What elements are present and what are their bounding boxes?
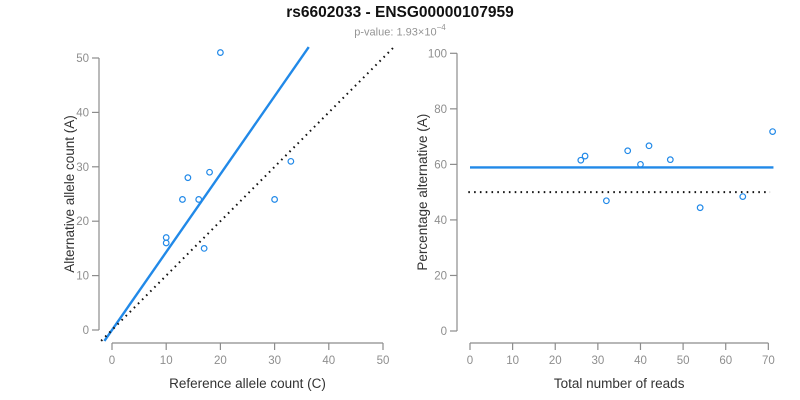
y-tick-label: 0 [441, 326, 447, 338]
x-tick-label: 40 [634, 355, 647, 367]
x-tick-label: 70 [762, 355, 775, 367]
data-point [271, 196, 279, 203]
x-tick-label: 30 [591, 355, 604, 367]
data-point [216, 49, 224, 56]
x-tick-label: 40 [322, 355, 335, 367]
pvalue-prefix: p-value: [354, 26, 397, 39]
data-point [200, 244, 208, 252]
y-tick-label: 30 [76, 162, 89, 174]
x-axis-title: Total number of reads [554, 376, 685, 391]
data-point [637, 160, 644, 168]
data-point [162, 239, 170, 247]
x-tick-label: 0 [467, 355, 473, 367]
data-point [206, 168, 213, 176]
data-point [162, 234, 170, 241]
figure-title: rs6602033 - ENSG00000107959 [286, 4, 514, 21]
y-tick-label: 0 [83, 325, 89, 337]
line-layer [100, 46, 395, 342]
x-tick-label: 20 [549, 355, 562, 367]
y-tick-label: 20 [434, 270, 447, 282]
x-tick-label: 10 [160, 355, 173, 367]
y-tick-label: 40 [76, 107, 89, 119]
data-point [696, 204, 704, 212]
pvalue-exponent: −4 [436, 23, 446, 32]
allele-counts-panel: 0 10 20 30 40 50 0 10 20 30 40 50 Reference allele c… [62, 46, 395, 391]
y-tick-label: 50 [76, 53, 89, 65]
y-tick-label: 100 [428, 48, 447, 60]
percentage-reads-panel: 0 20 40 60 80 100 0 10 20 30 40 50 60 70 Total number … [415, 48, 777, 391]
y-tick-label: 10 [76, 271, 89, 283]
times-symbol: × [417, 26, 425, 39]
data-point [184, 174, 192, 182]
data-point [195, 196, 203, 203]
data-point [666, 156, 674, 164]
x-tick-label: 50 [377, 355, 390, 367]
x-tick-label: 30 [268, 355, 281, 367]
line-layer [468, 166, 774, 194]
y-tick-label: 60 [434, 159, 447, 171]
y-axis-title: Alternative allele count (A) [62, 115, 77, 273]
data-point [624, 147, 632, 155]
x-tick-label: 0 [109, 355, 115, 367]
data-point [287, 157, 295, 165]
data-point [602, 197, 610, 205]
data-point [645, 142, 653, 150]
x-axis-title: Reference allele count (C) [169, 376, 326, 391]
data-point [581, 152, 589, 160]
y-tick-label: 80 [434, 104, 447, 116]
data-point [739, 193, 747, 200]
y-tick-label: 20 [76, 216, 89, 228]
pvalue-base: 10 [424, 26, 437, 39]
identity-line [100, 46, 395, 342]
data-point [577, 156, 585, 164]
x-tick-label: 20 [214, 355, 227, 367]
regression-fit-line [103, 46, 310, 342]
figure-subtitle: p-value: 1.93×10−4 [0, 23, 800, 39]
x-tick-label: 60 [719, 355, 732, 367]
x-tick-label: 50 [677, 355, 690, 367]
pvalue-mantissa: 1.93 [396, 26, 418, 39]
x-tick-label: 10 [506, 355, 519, 367]
data-point [179, 196, 186, 203]
y-axis-title: Percentage alternative (A) [415, 114, 430, 271]
data-point [769, 128, 777, 136]
y-tick-label: 40 [434, 215, 447, 227]
